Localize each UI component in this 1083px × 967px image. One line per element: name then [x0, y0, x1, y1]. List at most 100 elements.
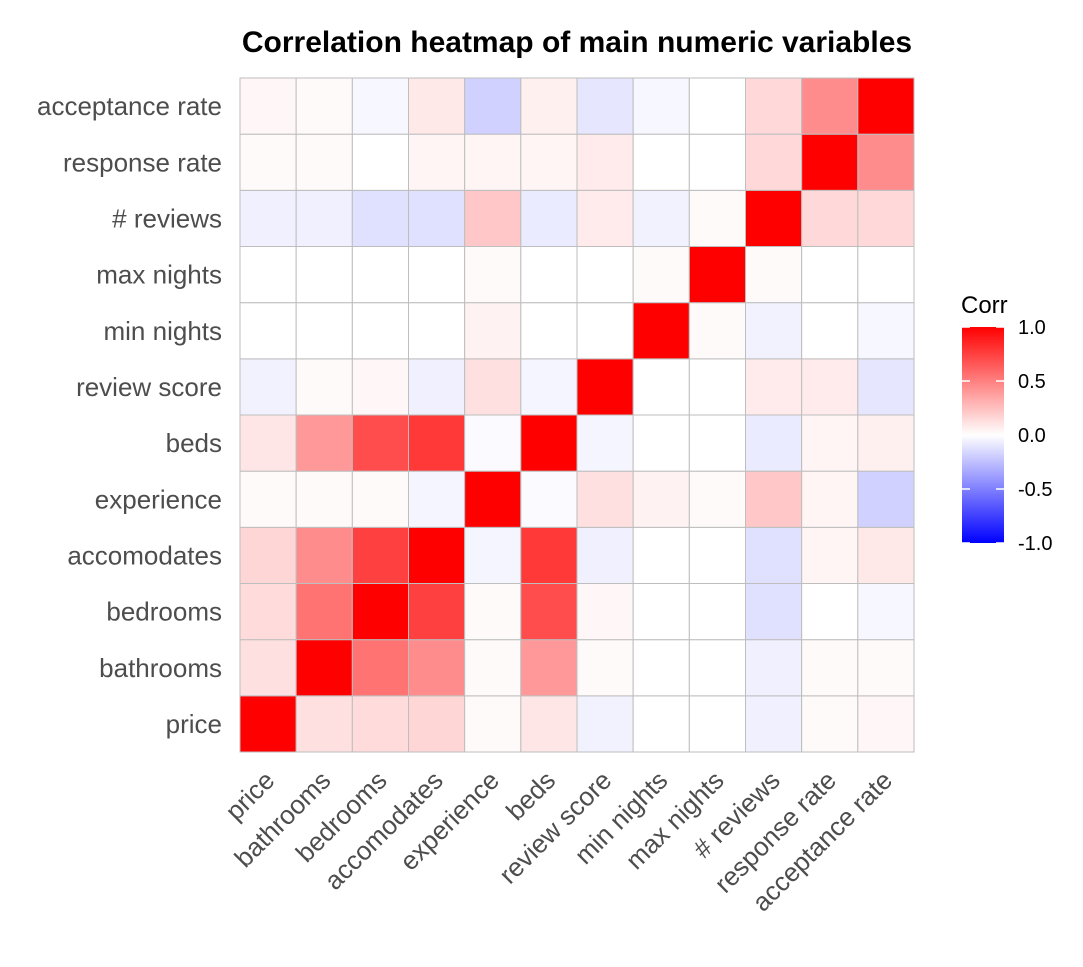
cell-bedrooms-price: [239, 583, 297, 641]
cell-accomodates-reviews: [745, 526, 803, 584]
y-label-bedrooms: bedrooms: [106, 597, 222, 627]
cell-max-nights-experience: [464, 246, 522, 304]
cell-max-nights-reviews: [745, 246, 803, 304]
cell-experience-review-score: [576, 470, 634, 528]
cell-bathrooms-bathrooms: [295, 639, 353, 697]
cell-acceptance-rate-bathrooms: [295, 77, 353, 135]
chart-title: Correlation heatmap of main numeric vari…: [242, 26, 912, 59]
cell-response-rate-bedrooms: [351, 133, 410, 191]
color-legend: Corr 1.0 0.5 0.0 -0.5 -1.0: [961, 292, 1052, 555]
x-axis-labels: pricebathroomsbedroomsaccomodatesexperie…: [219, 765, 898, 917]
cell-bathrooms-price: [239, 639, 297, 697]
cell-bathrooms-experience: [464, 639, 522, 697]
cell-review-score-review-score: [576, 358, 634, 416]
cell-max-nights-response-rate: [801, 246, 859, 304]
cell-price-acceptance-rate: [857, 695, 915, 753]
y-label-acceptance-rate: acceptance rate: [37, 91, 222, 121]
y-label-review-score: review score: [76, 372, 222, 402]
cell-beds-price: [239, 414, 297, 472]
cell-accomodates-price: [239, 526, 297, 584]
cell-accomodates-acceptance-rate: [857, 526, 915, 584]
cell-acceptance-rate-beds: [520, 77, 578, 135]
legend-tick-label: 1.0: [1018, 317, 1046, 339]
cell-max-nights-bedrooms: [351, 246, 410, 304]
cell-response-rate-accomodates: [408, 133, 466, 191]
cell-price-reviews: [745, 695, 803, 753]
cell-accomodates-review-score: [576, 526, 634, 584]
cell-min-nights-beds: [520, 302, 578, 360]
cell-bathrooms-beds: [520, 639, 578, 697]
cell-min-nights-review-score: [576, 302, 634, 360]
cell-min-nights-accomodates: [408, 302, 466, 360]
cell-beds-min-nights: [632, 414, 690, 472]
cell-experience-max-nights: [688, 470, 746, 528]
cell-reviews-accomodates: [408, 189, 466, 247]
cell-bathrooms-bedrooms: [351, 639, 410, 697]
cell-review-score-bathrooms: [295, 358, 353, 416]
cell-max-nights-acceptance-rate: [857, 246, 915, 304]
cell-reviews-acceptance-rate: [857, 189, 915, 247]
legend-tick-label: -1.0: [1018, 533, 1052, 555]
legend-tick-label: 0.5: [1018, 371, 1046, 393]
cell-review-score-max-nights: [688, 358, 746, 416]
cell-beds-max-nights: [688, 414, 746, 472]
cell-min-nights-bathrooms: [295, 302, 353, 360]
cell-bedrooms-acceptance-rate: [857, 583, 915, 641]
cell-beds-acceptance-rate: [857, 414, 915, 472]
cell-review-score-beds: [520, 358, 578, 416]
cell-price-bedrooms: [351, 695, 410, 753]
cell-response-rate-beds: [520, 133, 578, 191]
legend-title: Corr: [961, 292, 1008, 319]
cell-price-response-rate: [801, 695, 859, 753]
cell-beds-reviews: [745, 414, 803, 472]
cell-reviews-max-nights: [688, 189, 746, 247]
cell-price-review-score: [576, 695, 634, 753]
cell-accomodates-bedrooms: [351, 526, 410, 584]
cell-min-nights-response-rate: [801, 302, 859, 360]
cell-bathrooms-accomodates: [408, 639, 466, 697]
cell-response-rate-acceptance-rate: [857, 133, 915, 191]
cell-min-nights-experience: [464, 302, 522, 360]
cell-beds-bathrooms: [295, 414, 353, 472]
cell-accomodates-max-nights: [688, 526, 746, 584]
cell-bathrooms-acceptance-rate: [857, 639, 915, 697]
cell-bathrooms-reviews: [745, 639, 803, 697]
cell-experience-price: [239, 470, 297, 528]
cell-accomodates-accomodates: [408, 526, 466, 584]
cell-response-rate-reviews: [745, 133, 803, 191]
cell-acceptance-rate-acceptance-rate: [857, 77, 915, 135]
cell-bathrooms-max-nights: [688, 639, 746, 697]
cell-accomodates-beds: [520, 526, 578, 584]
cell-acceptance-rate-accomodates: [408, 77, 466, 135]
cell-acceptance-rate-reviews: [745, 77, 803, 135]
cell-price-max-nights: [688, 695, 746, 753]
heatmap-cells: [239, 77, 915, 753]
y-label-bathrooms: bathrooms: [99, 653, 222, 683]
cell-bedrooms-accomodates: [408, 583, 466, 641]
cell-review-score-bedrooms: [351, 358, 410, 416]
cell-accomodates-experience: [464, 526, 522, 584]
cell-accomodates-bathrooms: [295, 526, 353, 584]
y-label-beds: beds: [166, 428, 222, 458]
cell-min-nights-price: [239, 302, 297, 360]
cell-bedrooms-beds: [520, 583, 578, 641]
cell-review-score-response-rate: [801, 358, 859, 416]
cell-reviews-bedrooms: [351, 189, 410, 247]
cell-bedrooms-max-nights: [688, 583, 746, 641]
cell-max-nights-review-score: [576, 246, 634, 304]
cell-bedrooms-review-score: [576, 583, 634, 641]
legend-tick-label: 0.0: [1018, 425, 1046, 447]
cell-reviews-review-score: [576, 189, 634, 247]
cell-beds-review-score: [576, 414, 634, 472]
cell-experience-bathrooms: [295, 470, 353, 528]
cell-acceptance-rate-response-rate: [801, 77, 859, 135]
cell-reviews-min-nights: [632, 189, 690, 247]
cell-bedrooms-bedrooms: [351, 583, 410, 641]
cell-accomodates-min-nights: [632, 526, 690, 584]
cell-max-nights-min-nights: [632, 246, 690, 304]
cell-min-nights-reviews: [745, 302, 803, 360]
cell-bedrooms-experience: [464, 583, 522, 641]
cell-experience-reviews: [745, 470, 803, 528]
cell-response-rate-review-score: [576, 133, 634, 191]
y-label-response-rate: response rate: [63, 147, 222, 177]
